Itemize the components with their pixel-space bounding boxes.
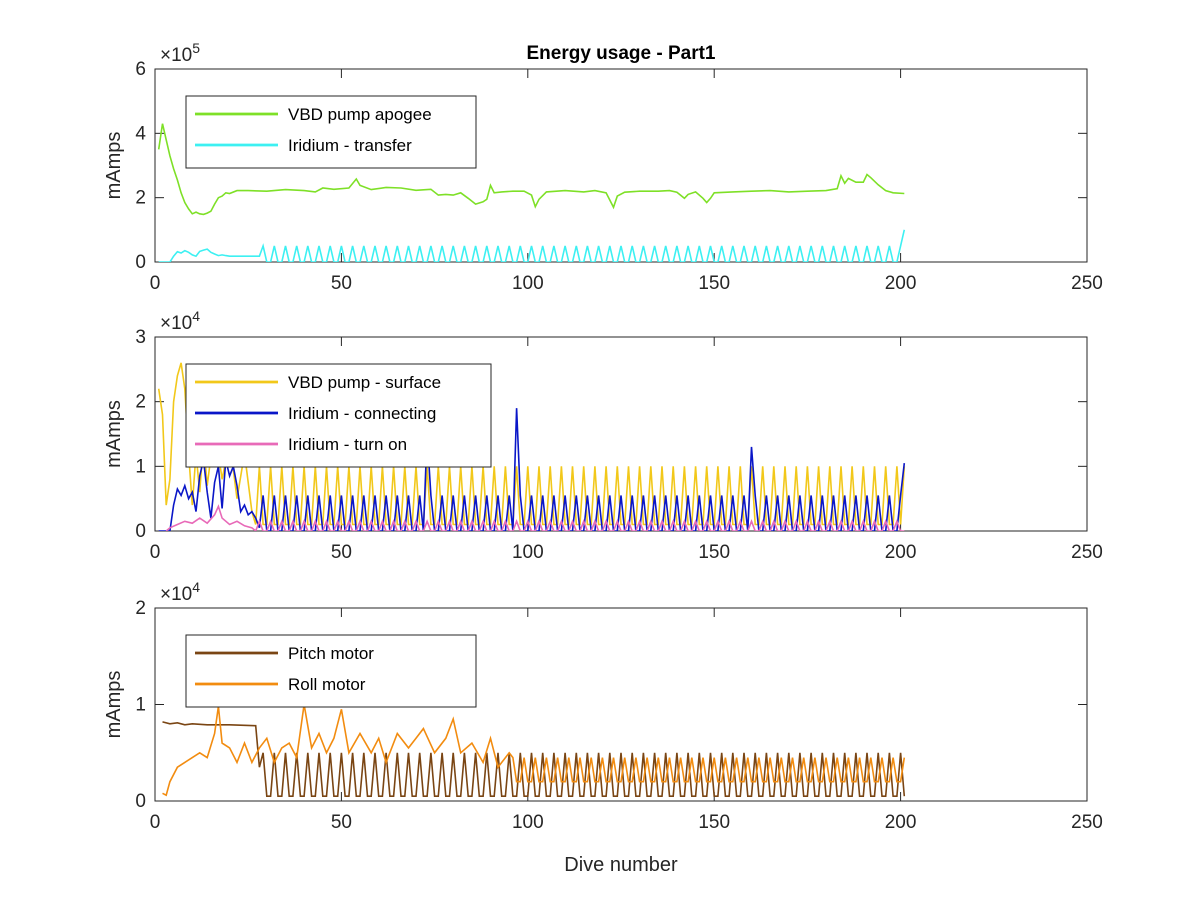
y-exponent-power: 4 [192,308,200,324]
y-exponent-label: ×104 [160,579,200,605]
series-line-2 [158,408,906,531]
y-axis-label: mAmps [103,400,125,468]
x-tick-label: 200 [885,812,917,833]
y-exponent-base: ×10 [160,584,192,605]
x-tick-label: 150 [698,812,730,833]
y-exponent-power: 4 [192,579,200,595]
series-line-2 [162,704,906,797]
y-tick-label: 2 [135,598,146,619]
legend-label: Iridium - transfer [288,136,412,155]
x-tick-label: 50 [331,812,352,833]
x-tick-label: 0 [150,542,161,563]
y-tick-label: 4 [135,123,146,144]
y-axis-label: mAmps [103,132,125,200]
legend-label: Iridium - turn on [288,435,407,454]
legend-label: VBD pump apogee [288,105,432,124]
chart-panel-3: 0 50 100 150 200 250 0 1 2 ×104 mAmps Dive number Pi… [103,579,1103,876]
y-tick-label: 6 [135,59,146,80]
y-exponent-label: ×105 [160,40,200,66]
y-exponent-power: 5 [192,40,200,56]
y-tick-label: 0 [135,521,146,542]
series-line-2 [158,229,906,262]
x-tick-label: 200 [885,542,917,563]
x-tick-label: 200 [885,273,917,294]
x-tick-label: 0 [150,273,161,294]
x-tick-label: 150 [698,542,730,563]
legend-label: Iridium - connecting [288,404,436,423]
x-tick-label: 250 [1071,542,1103,563]
x-tick-label: 250 [1071,812,1103,833]
chart-title: Energy usage - Part1 [526,43,715,64]
legend-label: VBD pump - surface [288,373,441,392]
x-tick-label: 50 [331,542,352,563]
chart-panel-2: 0 50 100 150 200 250 0 1 2 3 ×104 mAmps VBD pump - s… [103,308,1103,563]
x-tick-label: 0 [150,812,161,833]
legend-box [185,634,477,708]
legend-box [185,95,477,169]
x-tick-label: 250 [1071,273,1103,294]
series-line-1 [157,362,906,526]
x-tick-label: 100 [512,812,544,833]
y-tick-label: 0 [135,252,146,273]
x-axis-label: Dive number [564,854,678,876]
y-tick-label: 0 [135,791,146,812]
x-tick-label: 150 [698,273,730,294]
x-tick-label: 100 [512,542,544,563]
x-tick-label: 50 [331,273,352,294]
series-line-3 [165,504,905,531]
legend-label: Roll motor [288,675,366,694]
y-tick-label: 3 [135,327,146,348]
y-tick-label: 1 [135,456,146,477]
y-axis-label: mAmps [103,671,125,739]
y-tick-label: 2 [135,392,146,413]
y-tick-label: 2 [135,188,146,209]
x-tick-label: 100 [512,273,544,294]
y-exponent-base: ×10 [160,45,192,66]
y-tick-label: 1 [135,695,146,716]
series-line-1 [157,123,905,216]
legend-label: Pitch motor [288,644,374,663]
y-exponent-base: ×10 [160,313,192,334]
chart-panel-1: 0 50 100 150 200 250 0 2 4 6 ×105 mAmps Energy usage… [103,40,1103,294]
y-exponent-label: ×104 [160,308,200,334]
